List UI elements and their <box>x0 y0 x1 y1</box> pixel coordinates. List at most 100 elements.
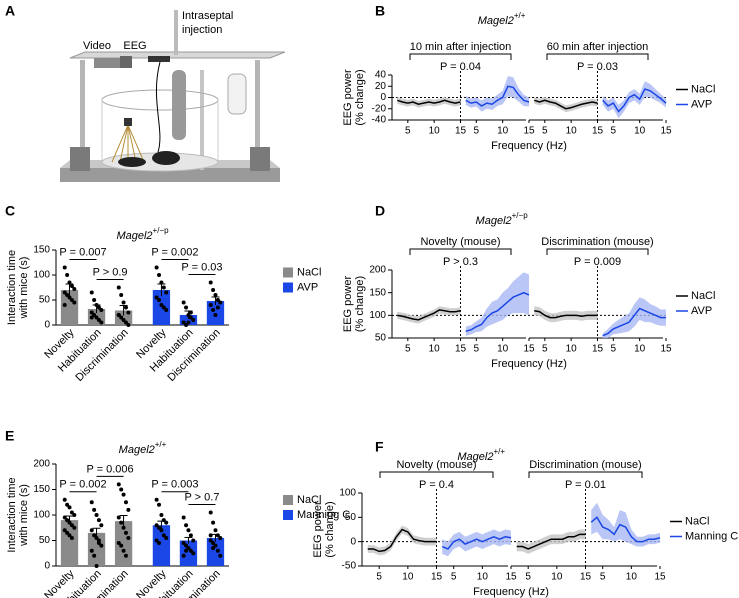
y-axis-label: (% change) <box>354 69 366 125</box>
title-text: Magel2 <box>478 15 514 27</box>
data-point <box>161 285 166 290</box>
data-point <box>89 500 94 505</box>
chart-title: Magel2+/−p <box>116 226 169 242</box>
data-point <box>92 298 97 302</box>
data-point <box>62 497 67 502</box>
series-line <box>516 533 586 550</box>
data-point <box>89 548 94 553</box>
error-band <box>602 297 666 338</box>
legend-swatch <box>283 282 293 293</box>
data-point <box>208 538 213 543</box>
data-point <box>69 535 74 540</box>
x-tick-label: 10 <box>429 344 441 355</box>
legend-label: AVP <box>691 98 712 110</box>
data-point <box>161 518 166 523</box>
x-tick-label: 5 <box>611 344 617 355</box>
x-tick-label: 15 <box>505 572 517 583</box>
error-band <box>516 529 586 554</box>
data-point <box>188 548 193 553</box>
data-point <box>188 315 193 320</box>
data-point <box>69 523 74 528</box>
title-text: Magel2 <box>119 444 155 456</box>
data-point <box>99 543 104 548</box>
eeg-cable <box>155 61 161 153</box>
y-tick-label: 200 <box>33 459 50 470</box>
data-point <box>99 320 104 325</box>
data-point <box>116 313 121 317</box>
data-point <box>119 520 124 525</box>
y-tick-label: 0 <box>44 320 50 331</box>
data-point <box>184 305 189 310</box>
legend-swatch <box>283 267 293 278</box>
data-point <box>116 482 121 487</box>
data-point <box>211 546 216 551</box>
x-tick-label: 15 <box>455 344 467 355</box>
data-point <box>188 310 193 315</box>
data-point <box>89 528 94 533</box>
data-point <box>121 300 126 305</box>
y-tick-label: 100 <box>33 510 50 521</box>
title-superscript: +/+ <box>514 11 526 20</box>
y-axis-label: (% change) <box>354 276 366 332</box>
y-tick-label: 100 <box>339 488 356 499</box>
x-tick-label: 15 <box>523 126 535 137</box>
cage-wall <box>101 100 219 160</box>
p-value: P > 0.3 <box>443 256 478 268</box>
y-tick-label: 40 <box>375 70 387 81</box>
data-point <box>213 543 218 548</box>
data-point <box>67 520 72 525</box>
data-point <box>119 543 124 548</box>
panel-letter: C <box>5 203 15 219</box>
bar <box>179 540 198 566</box>
data-point <box>181 553 186 558</box>
x-tick-label: 5 <box>376 572 382 583</box>
data-point <box>215 548 220 553</box>
data-point <box>218 535 223 540</box>
p-value: P = 0.009 <box>574 256 621 268</box>
y-tick-label: 0 <box>380 92 386 103</box>
data-point <box>121 492 126 497</box>
title-text: Magel2 <box>116 230 152 242</box>
data-point <box>94 513 99 517</box>
x-tick-label: 10 <box>402 572 414 583</box>
eeg-connector <box>148 56 170 62</box>
data-point <box>62 528 67 533</box>
data-point <box>92 533 97 538</box>
x-tick-label: 5 <box>525 572 531 583</box>
error-band <box>591 502 660 547</box>
data-point <box>126 310 131 315</box>
x-tick-label: 15 <box>592 344 604 355</box>
data-point <box>67 280 72 285</box>
data-point <box>121 525 126 530</box>
data-point <box>181 320 186 325</box>
data-point <box>208 510 213 515</box>
mouse <box>118 157 146 167</box>
data-point <box>92 313 97 317</box>
title-superscript: +/−p <box>512 211 529 220</box>
data-point <box>89 310 94 315</box>
x-tick-label: 5 <box>542 126 548 137</box>
y-tick-label: 200 <box>369 265 386 276</box>
syringe <box>174 10 178 55</box>
data-point <box>67 533 72 538</box>
data-point <box>164 520 169 525</box>
data-point <box>208 303 213 307</box>
chart-title: Magel2+/−p <box>476 211 529 227</box>
data-point <box>126 535 131 540</box>
data-point <box>211 288 216 292</box>
data-point <box>215 533 220 538</box>
data-point <box>218 300 223 305</box>
series-line <box>397 309 461 321</box>
water-bottle <box>227 73 247 115</box>
title-superscript: +/−p <box>153 226 170 235</box>
x-tick-label: 5 <box>451 572 457 583</box>
bracket <box>379 471 494 478</box>
legend-label: NaCl <box>297 266 321 278</box>
data-point <box>126 323 131 327</box>
series-line <box>441 535 512 550</box>
data-point <box>184 543 189 548</box>
x-tick-label: 5 <box>474 344 480 355</box>
p-value: P = 0.007 <box>59 246 106 258</box>
data-point <box>94 564 99 568</box>
bar <box>206 537 225 566</box>
